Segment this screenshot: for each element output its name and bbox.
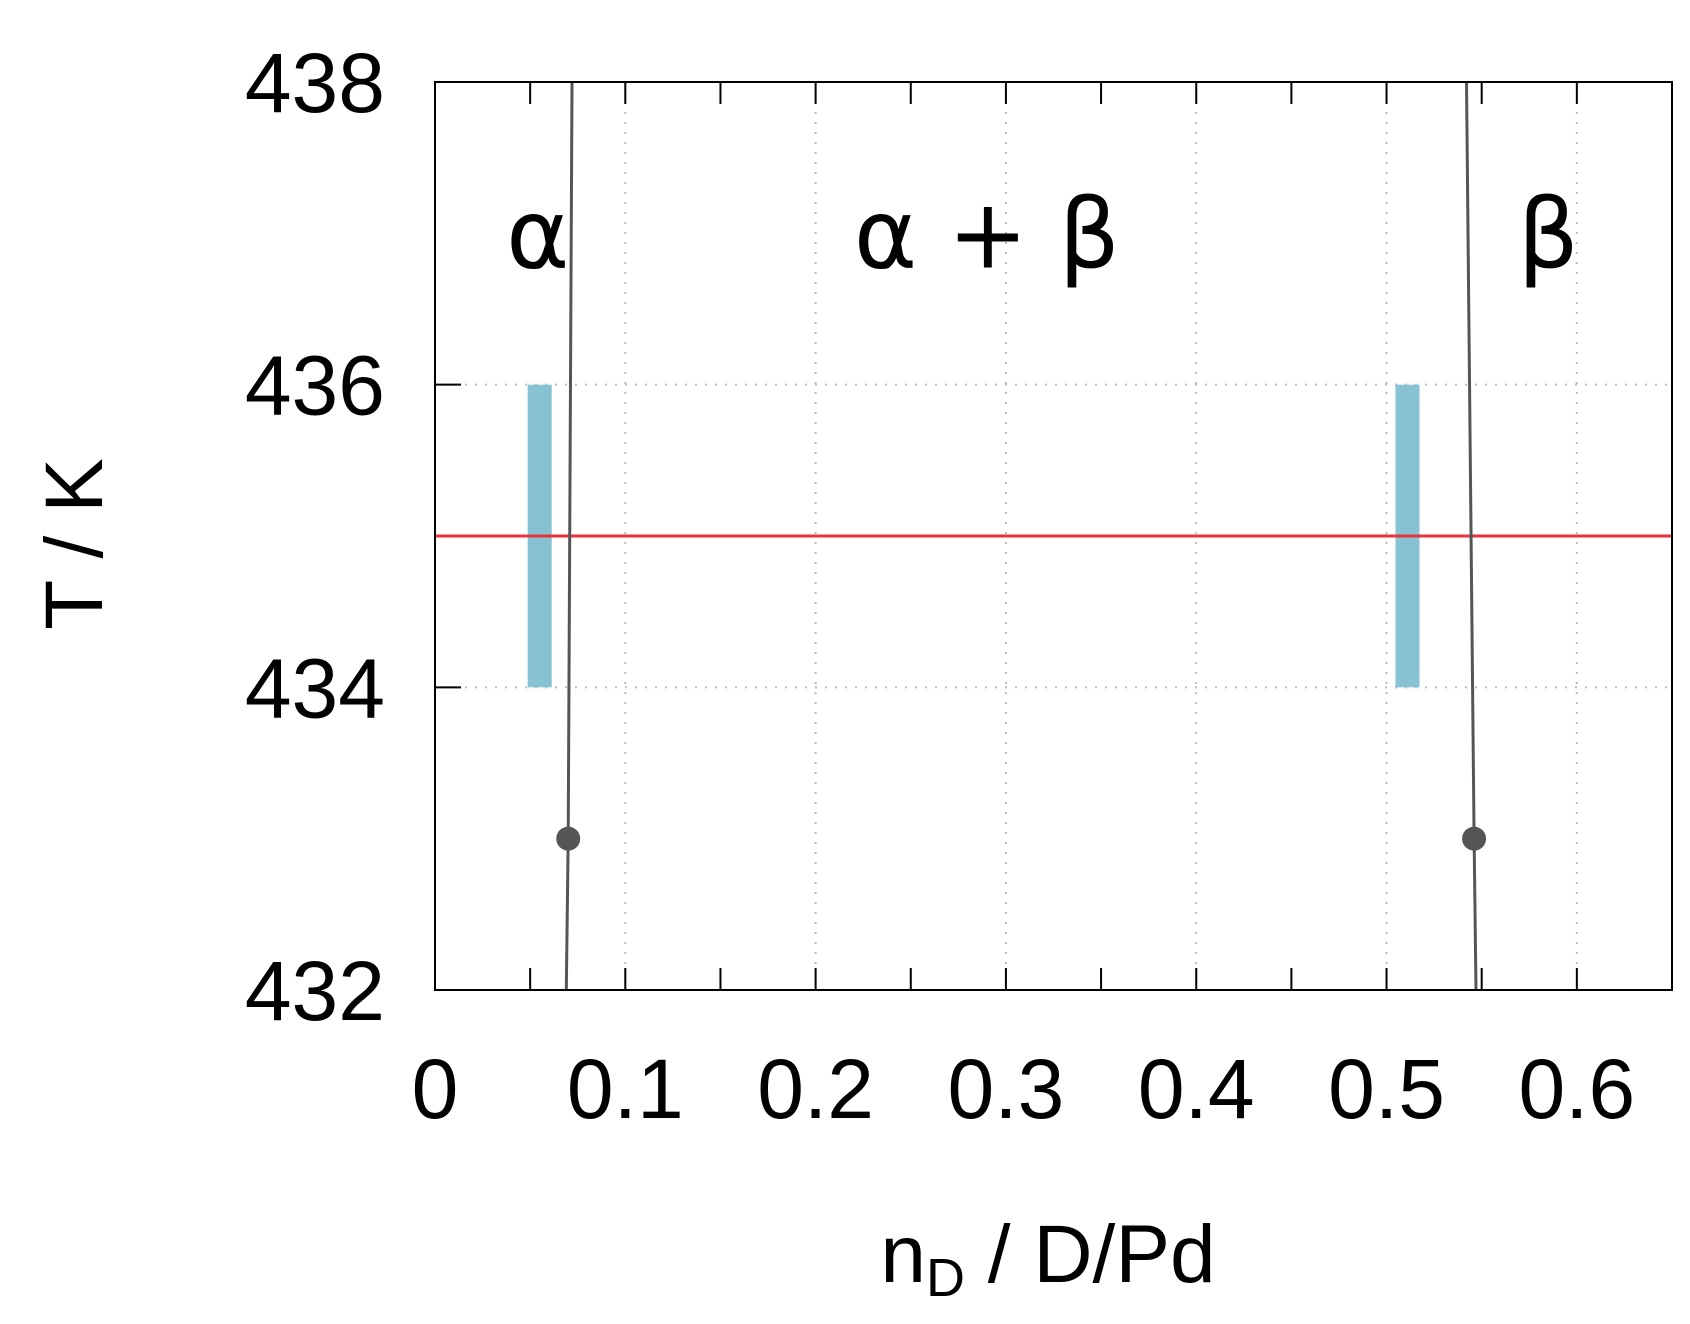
- x-tick-label: 0.1: [567, 1042, 684, 1136]
- x-tick-label: 0.3: [948, 1042, 1065, 1136]
- x-tick-label: 0: [412, 1042, 459, 1136]
- x-tick-label: 0.5: [1328, 1042, 1445, 1136]
- boundary-marker: [1462, 826, 1487, 851]
- phase-label: α + β: [854, 178, 1120, 290]
- phase-labels: α α + β β: [506, 178, 1579, 290]
- y-tick-label: 434: [245, 641, 385, 735]
- x-tick-label: 0.4: [1138, 1042, 1255, 1136]
- phase-label: β: [1518, 178, 1579, 290]
- boundary-marker: [556, 826, 581, 851]
- y-axis-title: T / K: [29, 458, 120, 630]
- phase-label: α: [506, 178, 569, 290]
- x-tick-label: 0.6: [1518, 1042, 1635, 1136]
- x-axis-title-main: n: [880, 1209, 926, 1300]
- y-tick-label: 432: [245, 944, 385, 1038]
- x-axis-title: nD / D/Pd: [880, 1209, 1215, 1308]
- y-tick-labels: 432 434 436 438: [245, 36, 385, 1038]
- y-tick-label: 436: [245, 339, 385, 433]
- phase-boundaries: [556, 81, 1487, 991]
- x-axis-title-rest: / D/Pd: [965, 1209, 1216, 1300]
- axis-ticks: [434, 81, 1673, 991]
- x-tick-label: 0.2: [757, 1042, 874, 1136]
- x-tick-labels: 0 0.1 0.2 0.3 0.4 0.5 0.6: [412, 1042, 1636, 1136]
- x-axis-title-subscript: D: [926, 1248, 965, 1308]
- grid-lines: [435, 82, 1672, 990]
- y-tick-label: 438: [245, 36, 385, 130]
- plot-frame: [434, 81, 1673, 991]
